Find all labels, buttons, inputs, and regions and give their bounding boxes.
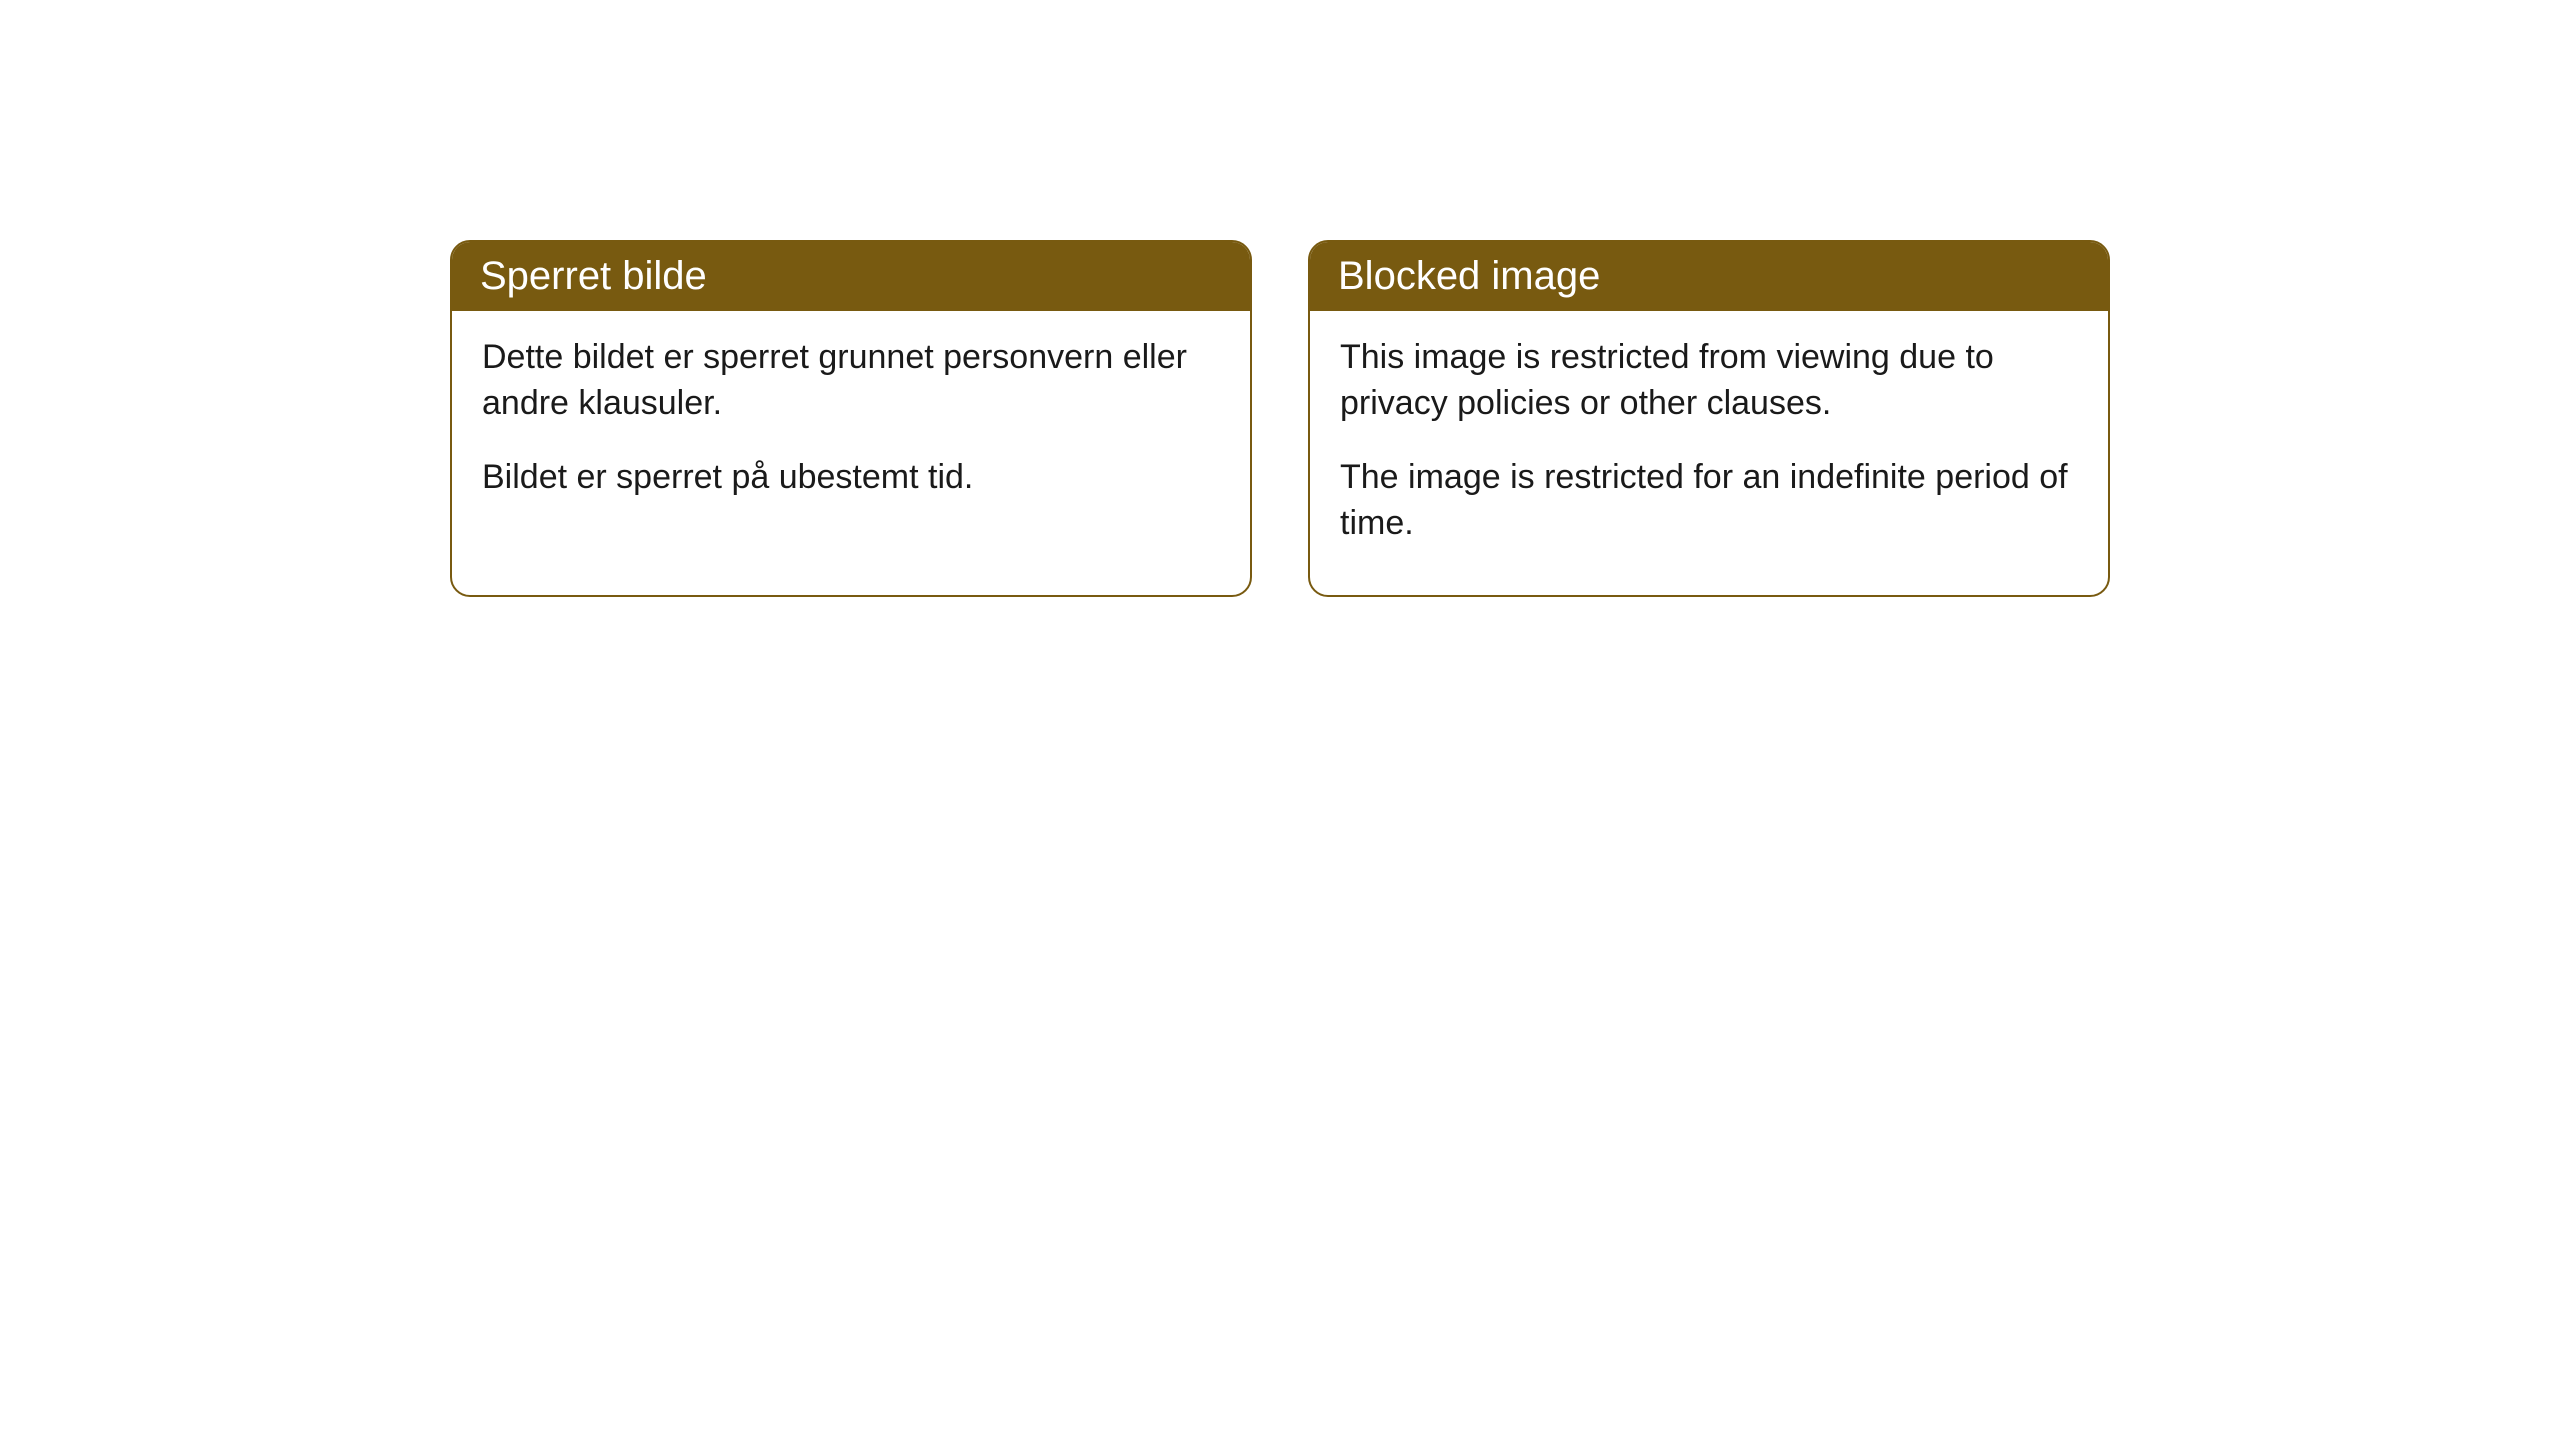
card-paragraph-1: Dette bildet er sperret grunnet personve… [482,335,1220,427]
card-paragraph-2: The image is restricted for an indefinit… [1340,455,2078,547]
notice-cards-container: Sperret bilde Dette bildet er sperret gr… [450,240,2110,597]
card-title: Blocked image [1338,254,1600,298]
blocked-image-card-norwegian: Sperret bilde Dette bildet er sperret gr… [450,240,1252,597]
card-paragraph-2: Bildet er sperret på ubestemt tid. [482,455,1220,501]
card-paragraph-1: This image is restricted from viewing du… [1340,335,2078,427]
blocked-image-card-english: Blocked image This image is restricted f… [1308,240,2110,597]
card-body: Dette bildet er sperret grunnet personve… [452,311,1250,549]
card-title: Sperret bilde [480,254,707,298]
card-header: Sperret bilde [452,242,1250,311]
card-body: This image is restricted from viewing du… [1310,311,2108,595]
card-header: Blocked image [1310,242,2108,311]
